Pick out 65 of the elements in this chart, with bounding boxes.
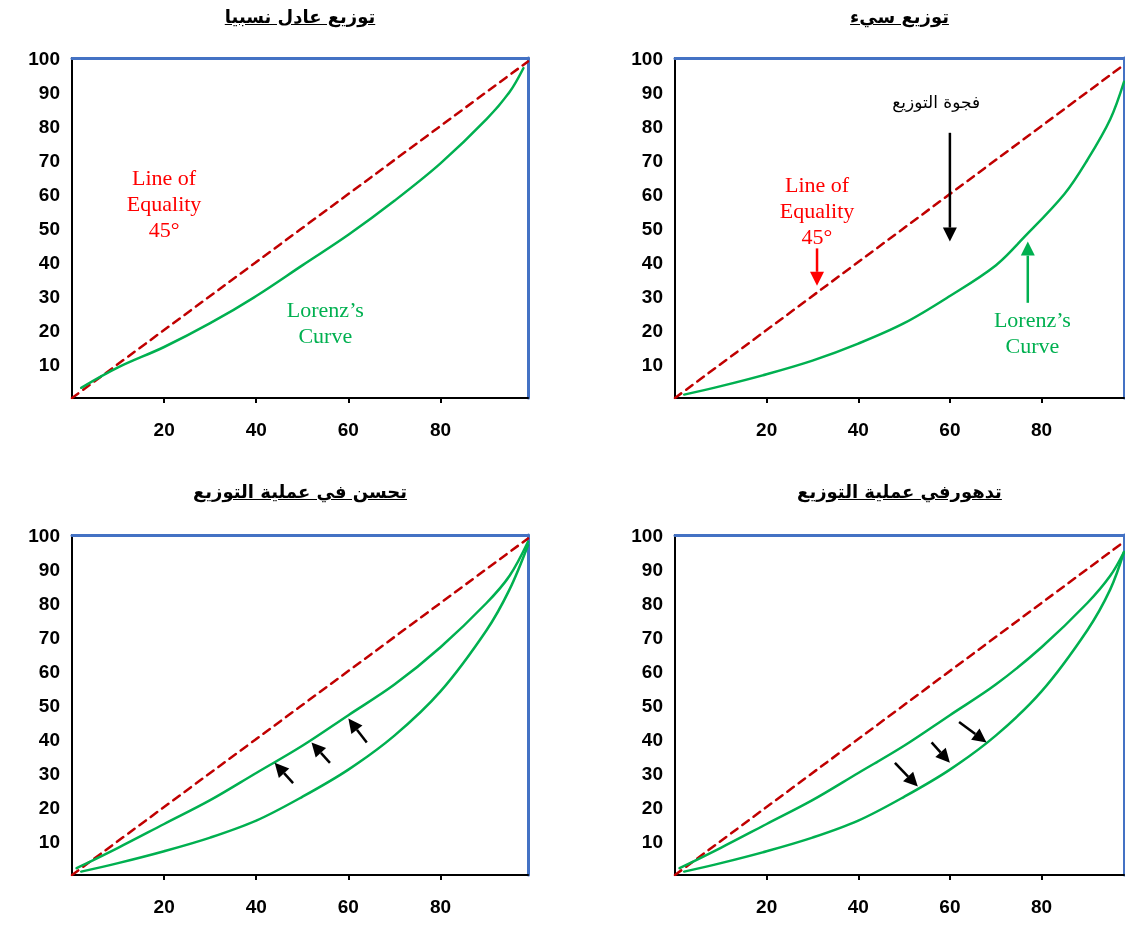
x-tick-label: 40 bbox=[245, 419, 267, 440]
y-tick-label: 10 bbox=[641, 830, 663, 852]
x-tick-label: 20 bbox=[153, 896, 175, 917]
y-tick-label: 80 bbox=[641, 115, 663, 137]
y-tick-label: 30 bbox=[38, 762, 60, 784]
y-tick-label: 10 bbox=[38, 353, 60, 375]
x-tick-label: 60 bbox=[939, 419, 961, 440]
y-tick-label: 50 bbox=[641, 217, 663, 239]
y-tick-label: 10 bbox=[38, 830, 60, 852]
y-tick-label: 30 bbox=[641, 285, 663, 307]
y-tick-label: 30 bbox=[641, 762, 663, 784]
y-tick-label: 50 bbox=[641, 694, 663, 716]
y-tick-label: 50 bbox=[38, 694, 60, 716]
y-tick-label: 90 bbox=[641, 81, 663, 103]
y-tick-label: 70 bbox=[38, 149, 60, 171]
annotation: فجوة التوزيع bbox=[892, 92, 981, 113]
x-tick-label: 60 bbox=[337, 419, 359, 440]
x-tick-label: 60 bbox=[939, 896, 961, 917]
y-tick-label: 20 bbox=[38, 796, 60, 818]
y-tick-label: 100 bbox=[631, 47, 663, 69]
x-tick-label: 20 bbox=[153, 419, 175, 440]
y-tick-label: 60 bbox=[641, 183, 663, 205]
y-tick-label: 100 bbox=[631, 524, 663, 546]
y-tick-label: 90 bbox=[38, 81, 60, 103]
y-tick-label: 10 bbox=[641, 353, 663, 375]
x-tick-label: 60 bbox=[337, 896, 359, 917]
y-tick-label: 20 bbox=[641, 319, 663, 341]
x-tick-label: 80 bbox=[429, 419, 452, 440]
y-tick-label: 100 bbox=[28, 524, 60, 546]
y-tick-label: 30 bbox=[38, 285, 60, 307]
legend-label: Lorenz’s Curve bbox=[992, 307, 1072, 360]
x-tick-label: 20 bbox=[756, 419, 778, 440]
y-tick-label: 70 bbox=[38, 626, 60, 648]
x-tick-label: 80 bbox=[429, 896, 452, 917]
y-tick-label: 50 bbox=[38, 217, 60, 239]
series-label: Lorenz’s Curve bbox=[285, 297, 365, 350]
chart-title: توزيع سيء bbox=[849, 6, 950, 27]
y-tick-label: 90 bbox=[38, 558, 60, 580]
y-tick-label: 80 bbox=[38, 115, 60, 137]
series-label: Line of Equality 45° bbox=[778, 172, 856, 250]
y-tick-label: 100 bbox=[28, 47, 60, 69]
chart-title: تحسن في عملية التوزيع bbox=[192, 481, 408, 502]
x-tick-label: 40 bbox=[847, 419, 869, 440]
x-tick-label: 40 bbox=[847, 896, 869, 917]
y-tick-label: 60 bbox=[38, 183, 60, 205]
chart-title: توزيع عادل نسبيا bbox=[223, 6, 377, 27]
x-tick-label: 40 bbox=[245, 896, 267, 917]
y-tick-label: 40 bbox=[38, 251, 60, 273]
y-tick-label: 70 bbox=[641, 626, 663, 648]
y-tick-label: 20 bbox=[38, 319, 60, 341]
y-tick-label: 70 bbox=[641, 149, 663, 171]
y-tick-label: 90 bbox=[641, 558, 663, 580]
y-tick-label: 80 bbox=[38, 592, 60, 614]
y-tick-label: 40 bbox=[38, 728, 60, 750]
x-tick-label: 80 bbox=[1030, 896, 1053, 917]
y-tick-label: 60 bbox=[641, 660, 663, 682]
x-tick-label: 80 bbox=[1030, 419, 1053, 440]
y-tick-label: 40 bbox=[641, 251, 663, 273]
y-tick-label: 80 bbox=[641, 592, 663, 614]
x-tick-label: 20 bbox=[756, 896, 778, 917]
y-tick-label: 40 bbox=[641, 728, 663, 750]
y-tick-label: 20 bbox=[641, 796, 663, 818]
y-tick-label: 60 bbox=[38, 660, 60, 682]
chart-title: تدهورفي عملية التوزيع bbox=[796, 481, 1003, 502]
text: Line of Equality 45° bbox=[125, 165, 203, 244]
